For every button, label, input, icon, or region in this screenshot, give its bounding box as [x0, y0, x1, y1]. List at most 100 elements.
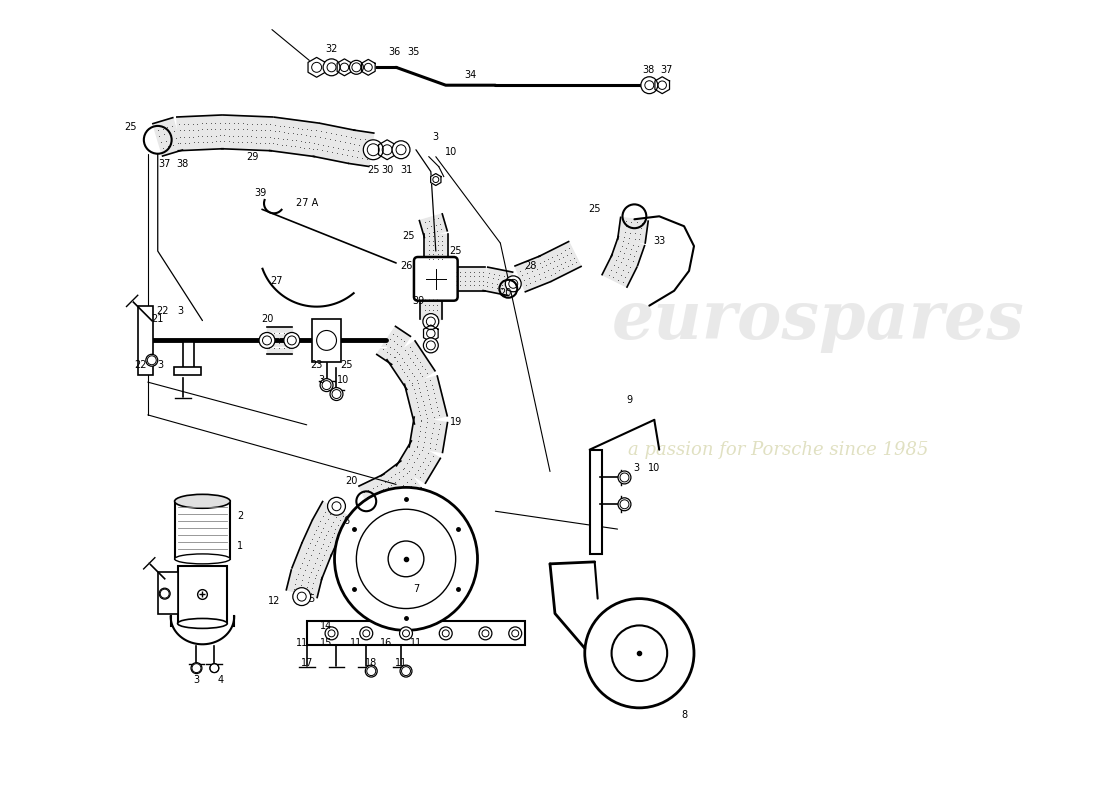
Polygon shape — [419, 214, 448, 238]
Circle shape — [160, 588, 170, 599]
Text: 11: 11 — [296, 638, 308, 648]
Polygon shape — [396, 441, 440, 483]
Text: 2: 2 — [236, 511, 243, 521]
Text: 37: 37 — [158, 158, 170, 169]
Circle shape — [509, 627, 521, 640]
Circle shape — [439, 627, 452, 640]
Polygon shape — [312, 502, 351, 535]
Text: 14: 14 — [320, 622, 332, 631]
Text: 26: 26 — [399, 261, 412, 271]
Polygon shape — [302, 521, 341, 555]
Text: 39: 39 — [412, 296, 425, 306]
Text: 25: 25 — [124, 122, 138, 132]
Circle shape — [328, 498, 345, 515]
Text: 36: 36 — [388, 47, 400, 58]
Polygon shape — [453, 267, 485, 290]
Polygon shape — [267, 326, 292, 354]
Bar — [590, 450, 602, 554]
Text: 8: 8 — [681, 710, 688, 720]
Text: 25: 25 — [340, 360, 353, 370]
Text: 3: 3 — [319, 375, 324, 385]
Bar — [157, 572, 177, 614]
Text: 20: 20 — [261, 314, 273, 323]
Bar — [307, 622, 525, 646]
Circle shape — [146, 354, 157, 366]
Polygon shape — [430, 174, 441, 186]
Text: 16: 16 — [379, 638, 393, 648]
Text: 11: 11 — [350, 638, 363, 648]
Text: 31: 31 — [400, 165, 412, 174]
Circle shape — [323, 59, 340, 76]
Text: 18: 18 — [365, 658, 377, 668]
Polygon shape — [270, 117, 319, 157]
Circle shape — [424, 338, 438, 353]
Bar — [183, 342, 195, 370]
Bar — [175, 502, 230, 559]
Text: 12: 12 — [267, 595, 280, 606]
Text: 32: 32 — [326, 45, 338, 54]
Circle shape — [258, 333, 275, 348]
Text: 11: 11 — [410, 638, 422, 648]
Text: 27 A: 27 A — [296, 198, 318, 208]
Text: 11: 11 — [395, 658, 407, 668]
Text: 35: 35 — [408, 47, 420, 58]
Circle shape — [191, 662, 202, 674]
Polygon shape — [618, 218, 648, 243]
Circle shape — [505, 276, 521, 292]
Polygon shape — [337, 59, 352, 76]
Text: 23: 23 — [310, 360, 322, 370]
Circle shape — [618, 498, 631, 510]
Text: 30: 30 — [381, 165, 394, 174]
Text: 25: 25 — [367, 165, 380, 174]
Polygon shape — [153, 118, 183, 156]
Circle shape — [363, 140, 383, 160]
Ellipse shape — [175, 494, 230, 508]
Text: 25: 25 — [588, 204, 601, 214]
Text: 39: 39 — [254, 189, 266, 198]
Polygon shape — [177, 115, 223, 150]
Circle shape — [360, 627, 373, 640]
Text: 9: 9 — [626, 395, 632, 405]
Polygon shape — [654, 77, 670, 94]
Text: 19: 19 — [450, 417, 462, 427]
Text: 33: 33 — [653, 236, 666, 246]
Circle shape — [400, 665, 412, 677]
Polygon shape — [359, 474, 398, 517]
Text: 4: 4 — [217, 675, 223, 685]
Polygon shape — [602, 254, 637, 287]
Text: 25: 25 — [403, 231, 415, 241]
Circle shape — [392, 141, 410, 158]
Text: 22: 22 — [156, 306, 169, 316]
Text: eurospares: eurospares — [612, 288, 1024, 353]
Polygon shape — [409, 417, 448, 453]
Circle shape — [641, 77, 658, 94]
Circle shape — [210, 664, 219, 673]
Circle shape — [320, 378, 333, 391]
Polygon shape — [405, 376, 448, 424]
Polygon shape — [378, 140, 396, 160]
Text: a passion for Porsche since 1985: a passion for Porsche since 1985 — [628, 441, 928, 458]
Text: 6: 6 — [343, 516, 350, 526]
Text: 1: 1 — [238, 541, 243, 551]
Polygon shape — [221, 115, 273, 150]
Polygon shape — [420, 297, 442, 318]
Polygon shape — [539, 242, 581, 282]
Polygon shape — [612, 237, 645, 266]
Circle shape — [478, 627, 492, 640]
Polygon shape — [424, 234, 448, 261]
Bar — [311, 318, 341, 362]
Circle shape — [422, 314, 439, 330]
Ellipse shape — [175, 554, 230, 564]
Polygon shape — [286, 570, 322, 598]
Circle shape — [326, 627, 338, 640]
FancyBboxPatch shape — [414, 257, 458, 301]
Text: 7: 7 — [412, 584, 419, 594]
Polygon shape — [292, 543, 331, 580]
Text: 3: 3 — [194, 675, 199, 685]
Circle shape — [618, 471, 631, 484]
Bar — [174, 367, 201, 375]
Text: 34: 34 — [464, 70, 476, 80]
Text: 15: 15 — [320, 638, 332, 648]
Text: 25: 25 — [450, 246, 462, 256]
Polygon shape — [387, 341, 434, 390]
